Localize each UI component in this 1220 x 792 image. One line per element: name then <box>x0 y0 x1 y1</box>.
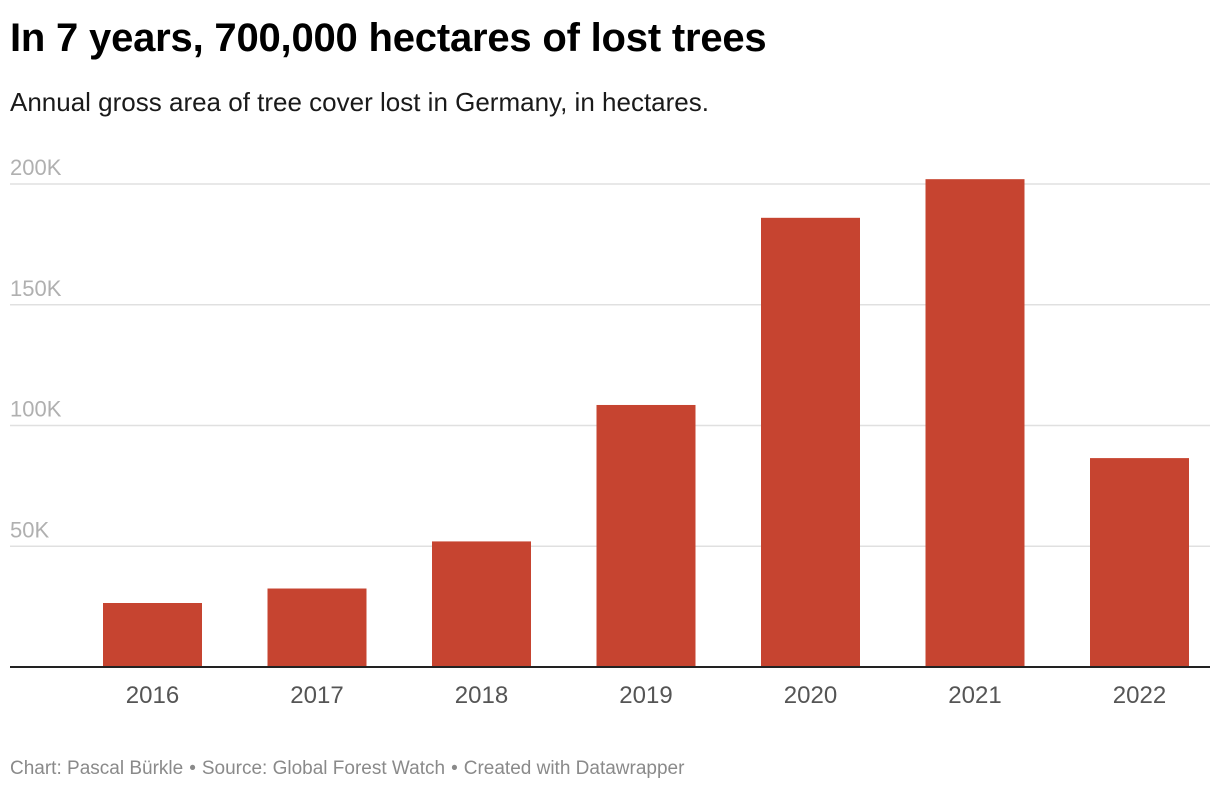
footer-separator: • <box>451 758 458 779</box>
footer-separator: • <box>189 758 196 779</box>
source-credit: Source: Global Forest Watch <box>201 758 446 779</box>
x-tick-label: 2020 <box>784 682 837 709</box>
bar-2019 <box>596 404 696 667</box>
bars <box>103 179 1189 668</box>
chart-credit: Chart: Pascal Bürkle <box>10 758 184 779</box>
y-tick-label: 200K <box>10 155 62 180</box>
y-tick-label: 100K <box>10 397 62 422</box>
bar-2016 <box>103 603 202 667</box>
bar-2022 <box>1090 458 1189 667</box>
y-axis-tick-labels: 50K 100K 150K 200K <box>10 155 62 542</box>
created-with-credit: Created with Datawrapper <box>463 758 685 779</box>
bar-2017 <box>267 588 367 667</box>
x-tick-label: 2018 <box>455 682 508 709</box>
bar-2020 <box>761 217 860 667</box>
x-tick-label: 2019 <box>619 682 672 709</box>
bar-2021 <box>925 179 1025 668</box>
x-tick-label: 2017 <box>290 682 343 709</box>
x-tick-label: 2022 <box>1113 682 1166 709</box>
chart-title: In 7 years, 700,000 hectares of lost tre… <box>10 16 767 60</box>
x-tick-label: 2021 <box>948 682 1001 709</box>
chart-footer: Chart: Pascal Bürkle • Source: Global Fore… <box>10 756 684 782</box>
y-tick-label: 50K <box>10 517 49 542</box>
bar-2018 <box>432 541 531 667</box>
chart-subtitle: Annual gross area of tree cover lost in … <box>10 87 709 117</box>
x-axis-tick-labels: 2016 2017 2018 2019 2020 2021 2022 <box>126 682 1166 709</box>
y-tick-label: 150K <box>10 276 62 301</box>
bar-chart: 50K 100K 150K 200K 2016 2017 2018 2019 2020 2021… <box>10 155 1210 709</box>
x-tick-label: 2016 <box>126 682 179 709</box>
